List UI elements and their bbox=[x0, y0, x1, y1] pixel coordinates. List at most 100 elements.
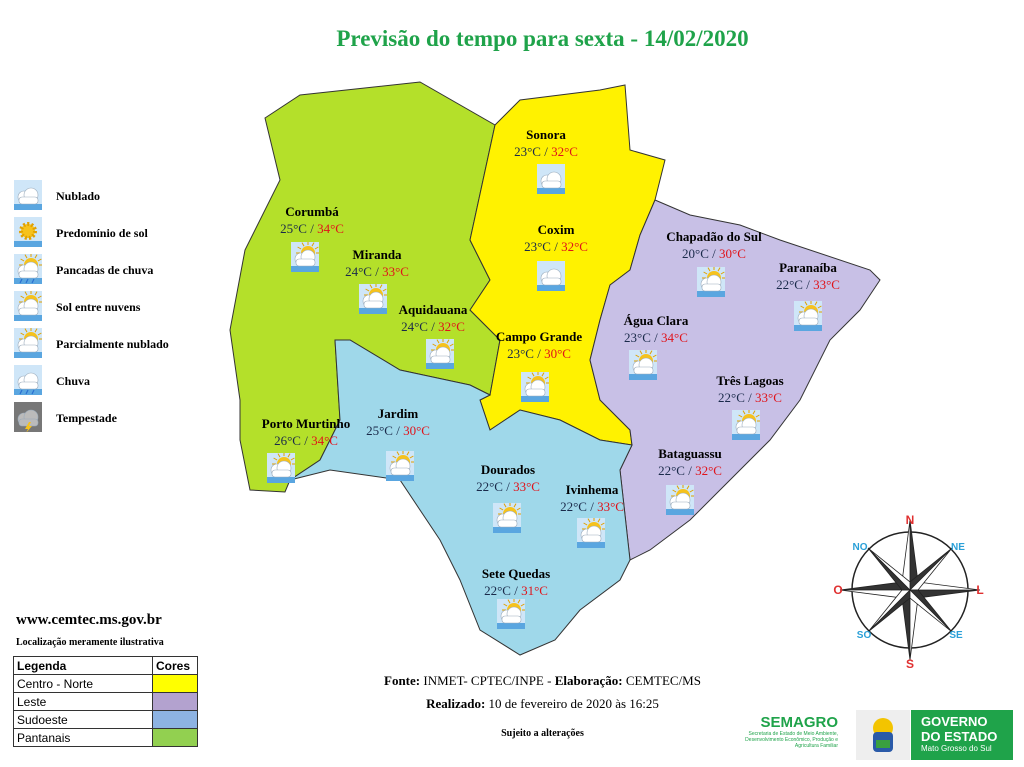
subject-to-change: Sujeito a alterações bbox=[501, 728, 584, 739]
cloud-icon bbox=[537, 164, 565, 194]
city-name: Coxim bbox=[537, 222, 575, 237]
legend-icon-item: Pancadas de chuva bbox=[14, 252, 169, 289]
max-temp: 30°C bbox=[544, 346, 571, 361]
governo-line1: GOVERNO bbox=[921, 714, 988, 729]
city-name: Miranda bbox=[352, 247, 402, 262]
partly-cloudy-icon bbox=[629, 349, 658, 380]
colors-header: Cores bbox=[152, 656, 198, 675]
legend-icon-item: Chuva bbox=[14, 363, 169, 400]
partly-cloudy-icon bbox=[14, 326, 56, 362]
city-name: Sete Quedas bbox=[481, 566, 551, 581]
city-name: Ivinhema bbox=[565, 482, 619, 497]
partly-cloudy-icon bbox=[732, 409, 761, 440]
legend-icon-item: Predomínio de sol bbox=[14, 215, 169, 252]
compass-rose: N O L S NO NE SO SE bbox=[833, 513, 983, 671]
sun-icon bbox=[14, 216, 56, 251]
city-label: Miranda 24°C / 33°C bbox=[345, 246, 409, 280]
min-temp: 26°C bbox=[274, 433, 301, 448]
sun-cloud-icon bbox=[14, 289, 56, 325]
semagro-subtitle: Secretaria de Estado de Meio Ambiente, D… bbox=[745, 731, 838, 749]
legend-icon-item: Tempestade bbox=[14, 400, 169, 437]
city-temps: 20°C / 30°C bbox=[682, 246, 746, 261]
legend-icon-label: Parcialmente nublado bbox=[56, 337, 169, 351]
compass-n: N bbox=[906, 513, 915, 527]
city-label: Paranaíba 22°C / 33°C bbox=[776, 259, 840, 293]
max-temp: 31°C bbox=[521, 583, 548, 598]
partly-cloudy-icon bbox=[521, 371, 550, 402]
page-title: Previsão do tempo para sexta - 14/02/202… bbox=[336, 26, 749, 51]
max-temp: 33°C bbox=[755, 390, 782, 405]
city-temps: 23°C / 32°C bbox=[524, 239, 588, 254]
governo-line3: Mato Grosso do Sul bbox=[921, 744, 992, 753]
min-temp: 25°C bbox=[366, 423, 393, 438]
city-name: Porto Murtinho bbox=[261, 416, 351, 431]
compass-so: SO bbox=[857, 630, 872, 641]
city-name: Campo Grande bbox=[495, 329, 583, 344]
city-label: Bataguassu 22°C / 32°C bbox=[658, 445, 722, 479]
city-label: Chapadão do Sul 20°C / 30°C bbox=[666, 228, 761, 262]
legend-color-swatch bbox=[152, 710, 198, 729]
city-name: Corumbá bbox=[285, 204, 339, 219]
min-temp: 22°C bbox=[484, 583, 511, 598]
disclaimer: Localização meramente ilustrativa bbox=[16, 637, 164, 648]
min-temp: 25°C bbox=[280, 221, 307, 236]
city-name: Dourados bbox=[480, 462, 536, 477]
city-label: Coxim 23°C / 32°C bbox=[524, 221, 588, 255]
city-name: Paranaíba bbox=[779, 260, 837, 275]
city-temps: 22°C / 32°C bbox=[658, 463, 722, 478]
partly-cloudy-icon bbox=[359, 283, 388, 314]
legend-icon-label: Pancadas de chuva bbox=[56, 263, 154, 277]
city-label: Água Clara 23°C / 34°C bbox=[624, 312, 689, 346]
max-temp: 33°C bbox=[382, 264, 409, 279]
city-temps: 25°C / 34°C bbox=[280, 221, 344, 236]
partly-cloudy-icon bbox=[493, 502, 522, 533]
city-label: Jardim 25°C / 30°C bbox=[366, 405, 430, 439]
compass-l: L bbox=[976, 583, 983, 597]
legend-header: Legenda bbox=[13, 656, 153, 675]
min-temp: 20°C bbox=[682, 246, 709, 261]
min-temp: 22°C bbox=[476, 479, 503, 494]
source-value: INMET- CPTEC/INPE - bbox=[420, 673, 555, 688]
website-link[interactable]: www.cemtec.ms.gov.br bbox=[16, 612, 162, 628]
state-coat-of-arms bbox=[856, 710, 910, 760]
city-temps: 24°C / 33°C bbox=[345, 264, 409, 279]
partly-cloudy-icon bbox=[794, 300, 823, 331]
legend-icon-label: Nublado bbox=[56, 189, 101, 203]
max-temp: 34°C bbox=[317, 221, 344, 236]
region-leste bbox=[589, 199, 881, 561]
elaboration-value: CEMTEC/MS bbox=[622, 673, 701, 688]
legend-icon-label: Sol entre nuvens bbox=[56, 300, 141, 314]
city-label: Porto Murtinho 26°C / 34°C bbox=[262, 415, 350, 449]
partly-cloudy-icon bbox=[267, 452, 296, 483]
min-temp: 24°C bbox=[345, 264, 372, 279]
compass-s: S bbox=[906, 657, 914, 671]
city-label: Sonora 23°C / 32°C bbox=[514, 126, 578, 160]
min-temp: 22°C bbox=[560, 499, 587, 514]
source-label: Fonte: bbox=[384, 673, 421, 688]
min-temp: 23°C bbox=[624, 330, 651, 345]
showers-icon bbox=[14, 252, 56, 288]
max-temp: 32°C bbox=[551, 144, 578, 159]
storm-icon bbox=[14, 401, 56, 436]
region-sudoeste bbox=[289, 339, 633, 656]
partly-cloudy-icon bbox=[426, 338, 455, 369]
max-temp: 30°C bbox=[719, 246, 746, 261]
semagro-name: SEMAGRO bbox=[760, 714, 838, 731]
governo-logo: GOVERNO DO ESTADO Mato Grosso do Sul bbox=[911, 710, 1013, 760]
city-temps: 22°C / 33°C bbox=[776, 277, 840, 292]
legend-icon-label: Predomínio de sol bbox=[56, 226, 148, 240]
city-name: Sonora bbox=[526, 127, 566, 142]
partly-cloudy-icon bbox=[697, 266, 726, 297]
legend-row-label: Centro - Norte bbox=[13, 674, 153, 693]
source-line: Fonte: INMET- CPTEC/INPE - Elaboração: C… bbox=[0, 673, 1024, 689]
compass-o: O bbox=[833, 583, 842, 597]
min-temp: 23°C bbox=[507, 346, 534, 361]
city-label: Dourados 22°C / 33°C bbox=[476, 461, 540, 495]
city-temps: 22°C / 33°C bbox=[476, 479, 540, 494]
max-temp: 33°C bbox=[597, 499, 624, 514]
city-label: Corumbá 25°C / 34°C bbox=[280, 203, 344, 237]
partly-cloudy-icon bbox=[386, 450, 415, 481]
max-temp: 32°C bbox=[695, 463, 722, 478]
legend-icon-label: Tempestade bbox=[56, 411, 117, 425]
legend-row-label: Leste bbox=[13, 692, 153, 711]
